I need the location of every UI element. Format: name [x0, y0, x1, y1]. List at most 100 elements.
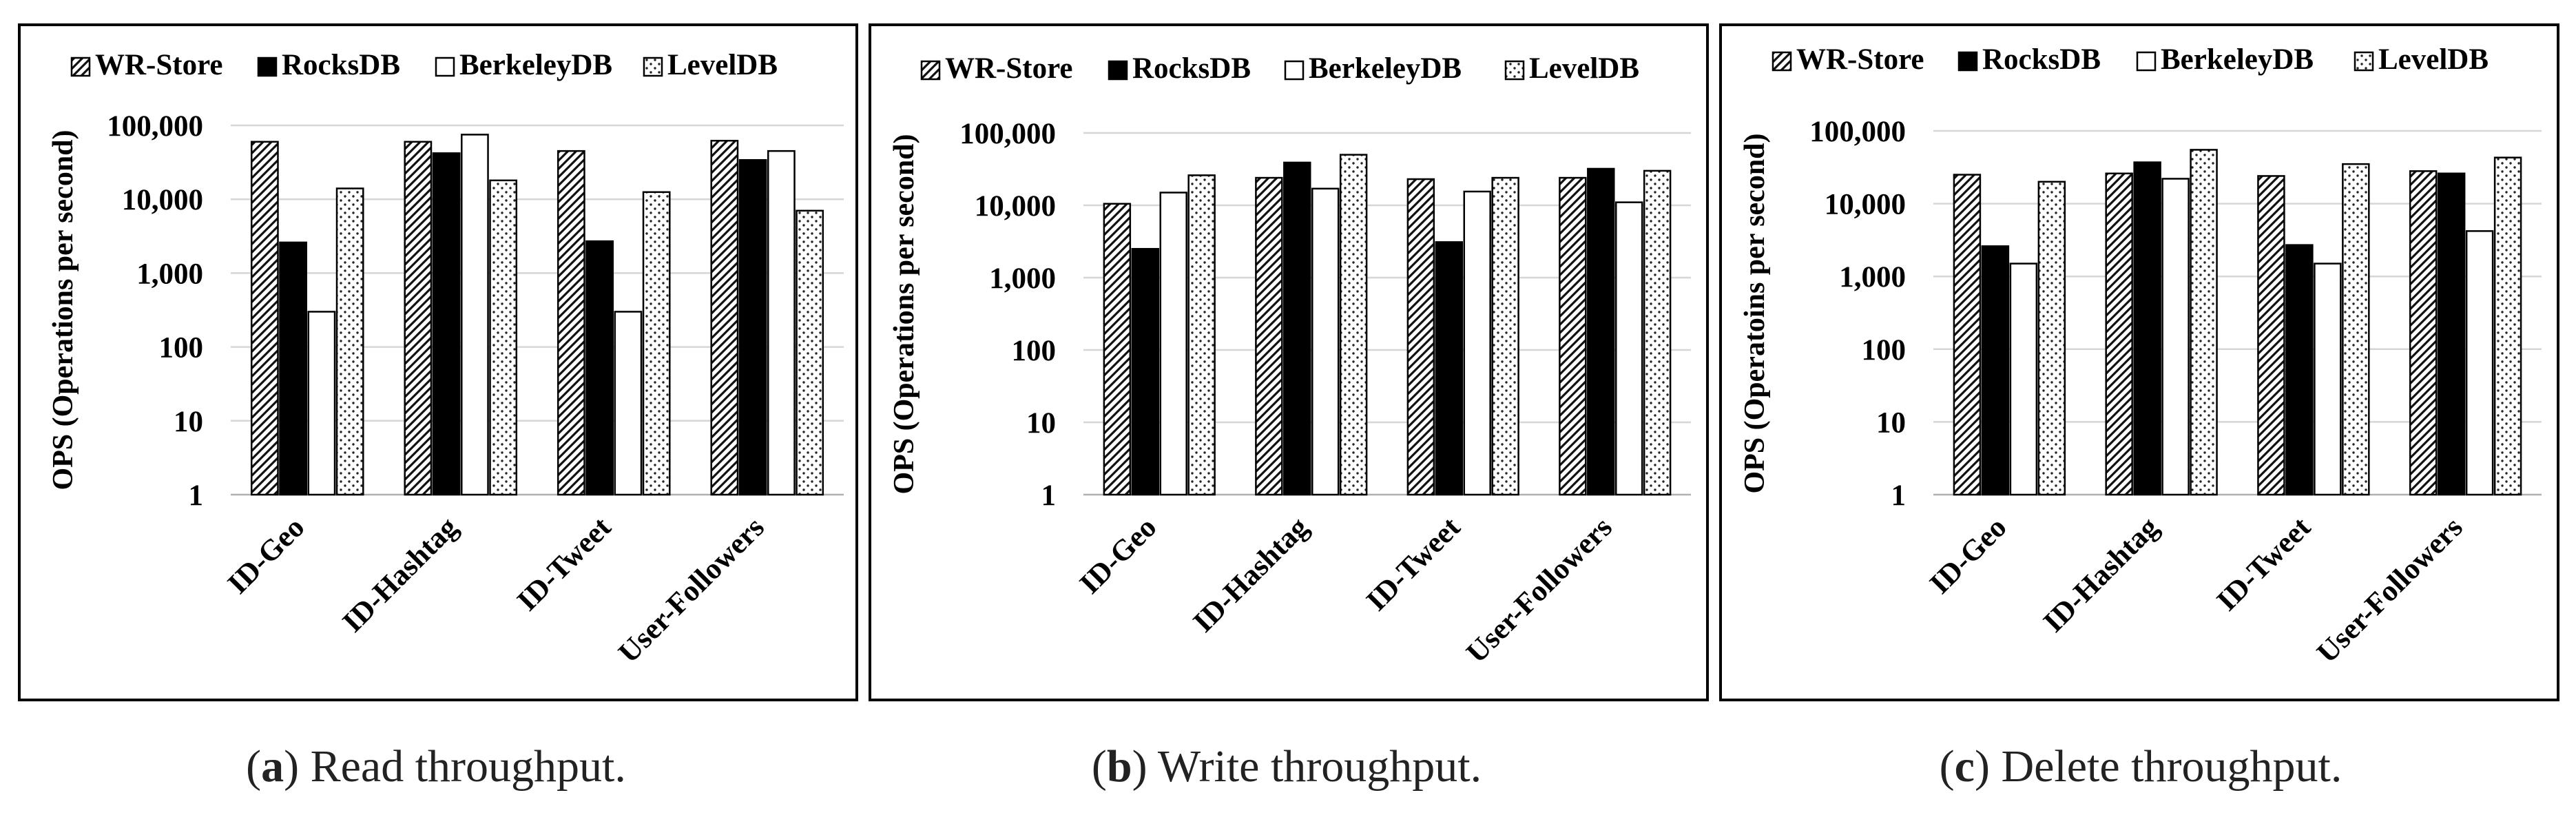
caption-text: Read throughput.	[310, 741, 626, 792]
legend-label: LevelDB	[667, 49, 778, 81]
caption-letter: b	[1106, 741, 1132, 792]
legend-label: RocksDB	[1132, 52, 1251, 85]
bar-wr-store-id-geo	[1103, 203, 1132, 496]
chart-panel-a: 1 10 100 1,000 10,000 100,000 OPS (Operations …	[18, 23, 858, 701]
bar-leveldb-user-followers	[1643, 169, 1672, 496]
y-tick-label: 10,000	[975, 190, 1056, 223]
y-tick-label: 1,000	[136, 258, 203, 290]
caption-text: Delete throughput.	[2001, 741, 2343, 792]
legend-label: BerkeleyDB	[2161, 43, 2314, 76]
caption-letter: a	[261, 741, 284, 792]
bar-wr-store-id-geo	[1953, 174, 1982, 496]
legend-label: LevelDB	[1529, 52, 1639, 85]
caption-letter: c	[1954, 741, 1975, 792]
bar-berkeleydb-user-followers	[1615, 201, 1643, 496]
x-category-label: User-Followers	[2311, 511, 2469, 670]
caption-text: Write throughput.	[1157, 741, 1482, 792]
panel-frame	[1719, 23, 2559, 701]
bar-leveldb-user-followers	[796, 209, 824, 496]
y-tick-label: 1,000	[1839, 261, 1906, 293]
bar-leveldb-id-tweet	[2342, 163, 2370, 496]
y-tick-label: 10,000	[122, 184, 203, 216]
y-tick-label: 100,000	[107, 110, 203, 143]
bar-leveldb-id-geo	[2037, 180, 2066, 496]
bar-wr-store-user-followers	[2409, 170, 2438, 496]
bar-leveldb-id-geo	[335, 187, 364, 496]
legend-swatch	[1284, 60, 1305, 81]
caption-c: (c) Delete throughput.	[1939, 741, 2343, 792]
caption-a: (a) Read throughput.	[246, 741, 626, 792]
bar-rocksdb-id-tweet	[585, 240, 614, 496]
legend-swatch	[1108, 60, 1128, 81]
bar-rocksdb-id-geo	[1131, 247, 1159, 496]
legend-label: RocksDB	[1982, 43, 2101, 76]
y-tick-label: 100	[159, 332, 204, 364]
x-category-label: ID-Geo	[222, 511, 311, 601]
chart-panel-c: 1 10 100 1,000 10,000 100,000 OPS (Operatoins …	[1719, 23, 2559, 701]
y-tick-label: 10,000	[1825, 189, 1906, 221]
legend-swatch	[1772, 51, 1792, 72]
bar-wr-store-id-hashtag	[404, 141, 433, 496]
bar-berkeleydb-id-tweet	[1463, 190, 1491, 496]
x-category-label: User-Followers	[612, 511, 771, 670]
bar-leveldb-id-hashtag	[1339, 154, 1368, 496]
legend-swatch	[1957, 51, 1978, 72]
bar-rocksdb-id-tweet	[2285, 244, 2314, 496]
y-tick-label: 1,000	[989, 262, 1056, 295]
bar-rocksdb-user-followers	[1587, 167, 1615, 496]
y-axis-label: OPS (Operations per second)	[48, 130, 79, 490]
y-tick-label: 1	[1041, 479, 1057, 512]
legend-label: WR-Store	[1796, 43, 1924, 76]
x-category-label: ID-Hashtag	[337, 510, 465, 639]
bar-wr-store-id-geo	[250, 141, 279, 496]
bar-wr-store-id-tweet	[2257, 175, 2285, 496]
legend-label: LevelDB	[2378, 43, 2489, 76]
bar-leveldb-user-followers	[2493, 156, 2522, 496]
x-category-label: ID-Geo	[1074, 511, 1163, 601]
legend-swatch	[257, 56, 278, 77]
y-tick-label: 1	[189, 479, 204, 512]
panel-frame	[18, 23, 858, 701]
bar-rocksdb-id-tweet	[1435, 241, 1463, 496]
legend-label: WR-Store	[95, 49, 223, 81]
bar-berkeleydb-id-geo	[307, 311, 336, 496]
bar-wr-store-id-tweet	[557, 149, 585, 496]
bar-rocksdb-id-hashtag	[2133, 161, 2161, 496]
bar-wr-store-user-followers	[710, 140, 739, 496]
bar-leveldb-id-tweet	[642, 191, 671, 496]
bar-wr-store-id-hashtag	[1255, 176, 1283, 496]
bar-berkeleydb-id-hashtag	[2161, 178, 2190, 496]
x-category-label: ID-Hashtag	[1187, 510, 1316, 639]
bar-rocksdb-id-geo	[279, 241, 308, 496]
y-tick-label: 100,000	[959, 118, 1056, 150]
y-axis-label: OPS (Operations per second)	[889, 134, 920, 494]
legend-swatch	[2354, 51, 2374, 72]
panel-frame	[869, 23, 1709, 701]
bar-wr-store-id-tweet	[1406, 178, 1435, 496]
bar-berkeleydb-id-geo	[2009, 262, 2038, 496]
bar-berkeleydb-user-followers	[767, 149, 796, 496]
bar-leveldb-id-geo	[1187, 174, 1216, 496]
y-tick-label: 100	[1012, 335, 1057, 367]
bar-rocksdb-user-followers	[2437, 172, 2466, 496]
caption-b: (b) Write throughput.	[1091, 741, 1482, 792]
bar-wr-store-user-followers	[1559, 176, 1587, 496]
legend-label: BerkeleyDB	[459, 49, 612, 81]
chart-panel-b: 1 10 100 1,000 10,000 100,000 OPS (Operations …	[869, 23, 1709, 701]
y-tick-label: 10	[174, 406, 203, 438]
legend-label: WR-Store	[945, 52, 1073, 85]
bar-leveldb-id-hashtag	[2190, 149, 2218, 496]
bar-berkeleydb-user-followers	[2465, 230, 2494, 496]
legend-label: RocksDB	[282, 49, 400, 81]
bar-rocksdb-id-hashtag	[1283, 161, 1311, 496]
bar-rocksdb-id-hashtag	[432, 152, 461, 496]
x-category-label: ID-Geo	[1924, 511, 2013, 601]
legend-swatch	[920, 60, 941, 81]
x-category-label: User-Followers	[1460, 511, 1619, 670]
y-tick-label: 1	[1891, 479, 1907, 512]
x-category-label: ID-Tweet	[2211, 510, 2318, 617]
bar-berkeleydb-id-hashtag	[1311, 187, 1340, 496]
legend-swatch	[70, 56, 91, 77]
bar-leveldb-id-tweet	[1491, 176, 1519, 496]
x-category-label: ID-Hashtag	[2037, 510, 2165, 639]
